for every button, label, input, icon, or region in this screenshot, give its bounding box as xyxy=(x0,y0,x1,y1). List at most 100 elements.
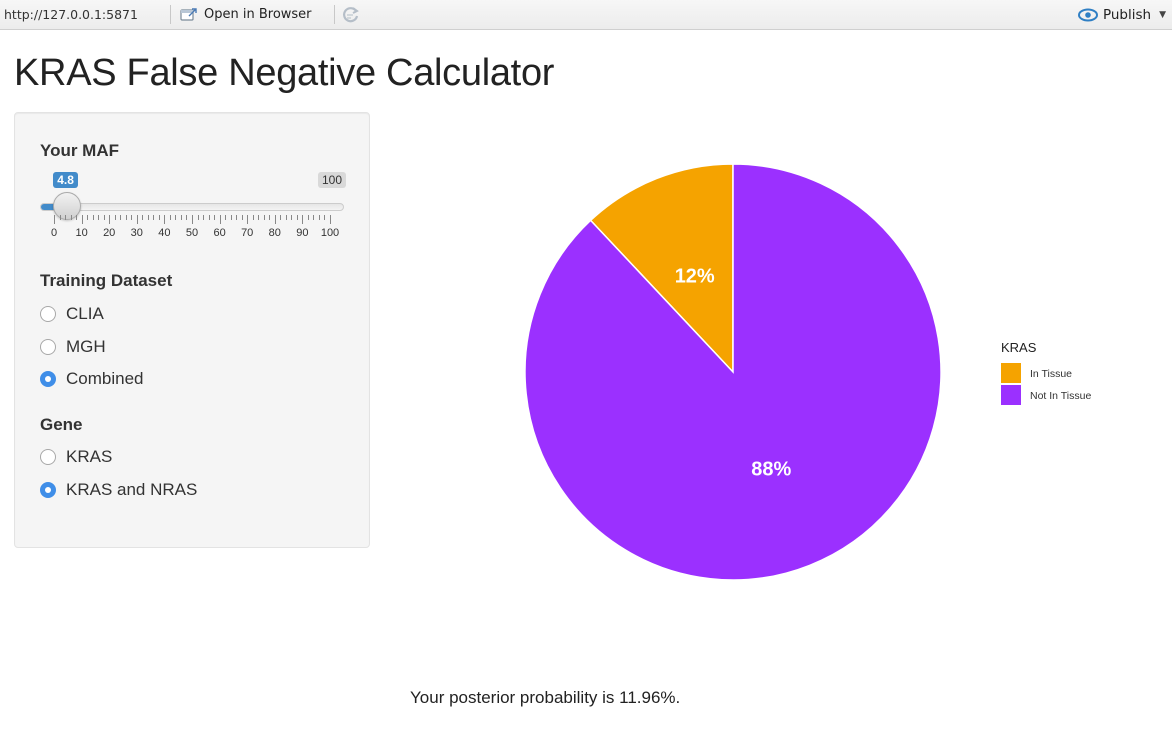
radio-button[interactable] xyxy=(40,482,56,498)
slider-tick xyxy=(307,215,309,220)
radio-button[interactable] xyxy=(40,306,56,322)
slider-tick xyxy=(109,215,111,224)
toolbar-divider xyxy=(170,5,171,24)
slider-tick xyxy=(65,215,67,220)
radio-button[interactable] xyxy=(40,371,56,387)
slider-tick xyxy=(252,215,254,220)
slider-tick xyxy=(330,215,331,224)
slider-tick xyxy=(169,215,171,220)
slider-tick xyxy=(208,215,210,220)
slider-tick xyxy=(236,215,238,220)
radio-kras[interactable]: KRAS xyxy=(40,446,112,468)
slider-tick-label: 100 xyxy=(320,227,340,239)
slider-tick xyxy=(197,215,199,220)
publish-label: Publish xyxy=(1102,6,1152,23)
legend-label: In Tissue xyxy=(1030,368,1072,380)
slider-tick-label: 40 xyxy=(158,227,171,239)
slider-tick xyxy=(59,215,61,220)
radio-label-mgh: MGH xyxy=(66,337,106,356)
slider-tick xyxy=(147,215,149,220)
slider-tick xyxy=(114,215,116,220)
radio-label-kras: KRAS xyxy=(66,447,113,466)
slider-tick-label: 30 xyxy=(130,227,143,239)
slider-tick xyxy=(274,215,276,224)
slider-tick-label: 60 xyxy=(213,227,226,239)
slider-tick xyxy=(175,215,177,220)
slider-tick-label: 0 xyxy=(50,227,58,239)
slider-tick xyxy=(158,215,160,220)
radio-clia[interactable]: CLIA xyxy=(40,303,104,325)
slider-handle[interactable] xyxy=(53,192,82,220)
slider-tick xyxy=(291,215,293,220)
slider-tick xyxy=(92,215,94,220)
slider-tick xyxy=(164,215,166,224)
pie-data-label: 88% xyxy=(751,459,791,481)
slider-tick xyxy=(258,215,260,220)
open-in-browser-label: Open in Browser xyxy=(204,7,312,22)
slider-max-badge: 100 xyxy=(317,172,346,188)
pie-data-label: 12% xyxy=(675,265,715,287)
slider-track[interactable] xyxy=(40,203,344,211)
slider-tick xyxy=(120,215,122,220)
slider-tick xyxy=(125,215,127,220)
page-title: KRAS False Negative Calculator xyxy=(14,52,555,94)
slider-tick xyxy=(81,215,83,224)
legend-label: Not In Tissue xyxy=(1030,390,1091,402)
radio-button[interactable] xyxy=(40,339,56,355)
radio-combined[interactable]: Combined xyxy=(40,368,144,390)
slider-tick-label: 90 xyxy=(296,227,309,239)
chevron-down-icon[interactable]: ▼ xyxy=(1159,9,1166,20)
publish-button[interactable]: Publish ▼ xyxy=(1077,4,1166,25)
open-in-browser-button[interactable]: Open in Browser xyxy=(180,4,312,25)
maf-slider[interactable]: 4.8 100 0 10 20 30 40 50 60 70 80 90 100 xyxy=(40,169,346,249)
slider-tick xyxy=(219,215,221,224)
radio-kras-and-nras[interactable]: KRAS and NRAS xyxy=(40,479,197,501)
slider-tick xyxy=(54,215,55,224)
slider-tick xyxy=(318,215,320,220)
slider-tick xyxy=(230,215,232,220)
sidebar-panel: Your MAF 4.8 100 0 10 20 30 40 50 60 70 80 90 100 … xyxy=(14,112,370,548)
slider-tick xyxy=(285,215,287,220)
radio-mgh[interactable]: MGH xyxy=(40,336,106,358)
slider-tick-label: 80 xyxy=(268,227,281,239)
open-browser-icon xyxy=(180,7,197,21)
slider-tick xyxy=(225,215,227,220)
maf-label: Your MAF xyxy=(40,141,120,160)
viewer-toolbar: http://127.0.0.1:5871 Open in Browser Pu… xyxy=(0,0,1172,30)
slider-tick xyxy=(153,215,155,220)
refresh-icon xyxy=(343,7,359,23)
slider-tick xyxy=(247,215,249,224)
slider-tick-label: 50 xyxy=(185,227,199,239)
slider-tick xyxy=(269,215,271,220)
slider-tick xyxy=(214,215,216,220)
radio-label-kras-and-nras: KRAS and NRAS xyxy=(66,480,198,499)
publish-icon xyxy=(1077,8,1098,21)
pie-chart: 12% 88% KRAS In Tissue Not In Tissue xyxy=(524,163,1091,581)
radio-label-clia: CLIA xyxy=(66,304,104,323)
slider-tick xyxy=(186,215,188,220)
slider-tick xyxy=(313,215,315,220)
refresh-button[interactable] xyxy=(341,5,361,29)
posterior-probability-text: Your posterior probability is 11.96%. xyxy=(410,688,681,707)
slider-tick xyxy=(302,215,304,224)
slider-tick-label: 20 xyxy=(103,227,116,239)
legend-swatch xyxy=(1001,385,1021,405)
radio-button[interactable] xyxy=(40,449,56,465)
slider-value-badge: 4.8 xyxy=(53,172,78,188)
toolbar-divider xyxy=(334,5,335,24)
slider-tick xyxy=(241,215,243,220)
slider-tick xyxy=(136,215,138,224)
slider-tick xyxy=(263,215,265,220)
radio-label-combined: Combined xyxy=(66,369,144,388)
legend-title: KRAS xyxy=(1001,340,1037,355)
slider-tick xyxy=(296,215,298,220)
pie-slice-not-in-tissue xyxy=(524,163,942,581)
slider-tick-label: 70 xyxy=(241,227,254,239)
slider-tick-label: 10 xyxy=(75,227,88,239)
slider-tick xyxy=(103,215,105,220)
training-dataset-label: Training Dataset xyxy=(40,271,173,290)
url-display: http://127.0.0.1:5871 xyxy=(4,7,138,22)
slider-tick xyxy=(192,215,193,224)
slider-tick xyxy=(98,215,100,220)
gene-label: Gene xyxy=(40,415,83,434)
